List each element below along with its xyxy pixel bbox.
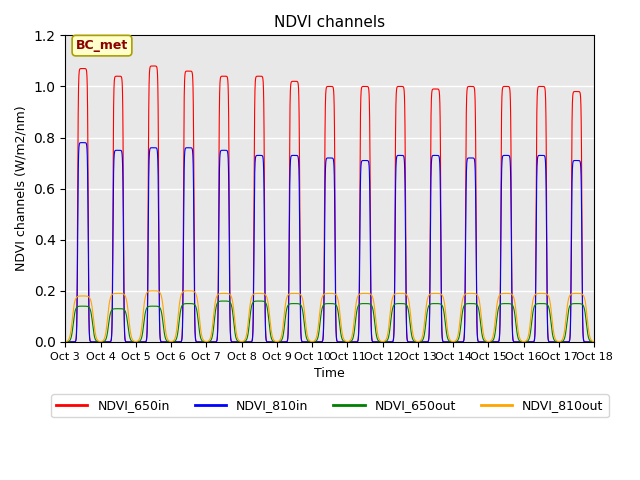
NDVI_810out bbox=[61, 339, 69, 345]
NDVI_810in bbox=[591, 339, 598, 345]
NDVI_650in bbox=[61, 339, 69, 345]
NDVI_650in bbox=[403, 326, 410, 332]
Line: NDVI_650out: NDVI_650out bbox=[65, 301, 595, 342]
NDVI_810out bbox=[150, 288, 157, 294]
NDVI_650in bbox=[259, 83, 267, 88]
NDVI_810in bbox=[79, 140, 87, 145]
NDVI_650out bbox=[478, 330, 486, 336]
Line: NDVI_650in: NDVI_650in bbox=[65, 66, 595, 342]
NDVI_810out bbox=[175, 310, 182, 315]
NDVI_810in bbox=[259, 159, 267, 165]
Text: BC_met: BC_met bbox=[76, 39, 128, 52]
NDVI_650in bbox=[591, 339, 598, 345]
NDVI_650out bbox=[169, 339, 177, 345]
X-axis label: Time: Time bbox=[314, 367, 345, 380]
NDVI_650out bbox=[61, 339, 69, 345]
Y-axis label: NDVI channels (W/m2/nm): NDVI channels (W/m2/nm) bbox=[15, 106, 28, 271]
NDVI_810in bbox=[589, 339, 596, 345]
NDVI_650in bbox=[478, 339, 486, 345]
NDVI_810out bbox=[259, 291, 267, 297]
NDVI_650in bbox=[150, 63, 157, 69]
NDVI_650out bbox=[591, 339, 598, 345]
NDVI_810out bbox=[403, 292, 410, 298]
NDVI_810in bbox=[478, 339, 486, 345]
Line: NDVI_810in: NDVI_810in bbox=[65, 143, 595, 342]
NDVI_810out bbox=[478, 318, 486, 324]
NDVI_810out bbox=[169, 338, 177, 344]
NDVI_810out bbox=[589, 338, 596, 344]
NDVI_810in bbox=[169, 339, 177, 345]
NDVI_810in bbox=[175, 339, 182, 345]
NDVI_650in bbox=[169, 339, 177, 345]
Title: NDVI channels: NDVI channels bbox=[274, 15, 385, 30]
NDVI_650out bbox=[259, 299, 267, 304]
NDVI_810out bbox=[591, 339, 598, 345]
NDVI_650out bbox=[589, 339, 596, 345]
NDVI_810in bbox=[61, 339, 69, 345]
Line: NDVI_810out: NDVI_810out bbox=[65, 291, 595, 342]
NDVI_650out bbox=[220, 298, 228, 304]
Legend: NDVI_650in, NDVI_810in, NDVI_650out, NDVI_810out: NDVI_650in, NDVI_810in, NDVI_650out, NDV… bbox=[51, 394, 609, 417]
NDVI_650out bbox=[175, 325, 182, 331]
NDVI_650in bbox=[589, 339, 596, 345]
NDVI_650out bbox=[403, 302, 410, 308]
NDVI_650in bbox=[175, 339, 182, 345]
NDVI_810in bbox=[403, 330, 410, 336]
